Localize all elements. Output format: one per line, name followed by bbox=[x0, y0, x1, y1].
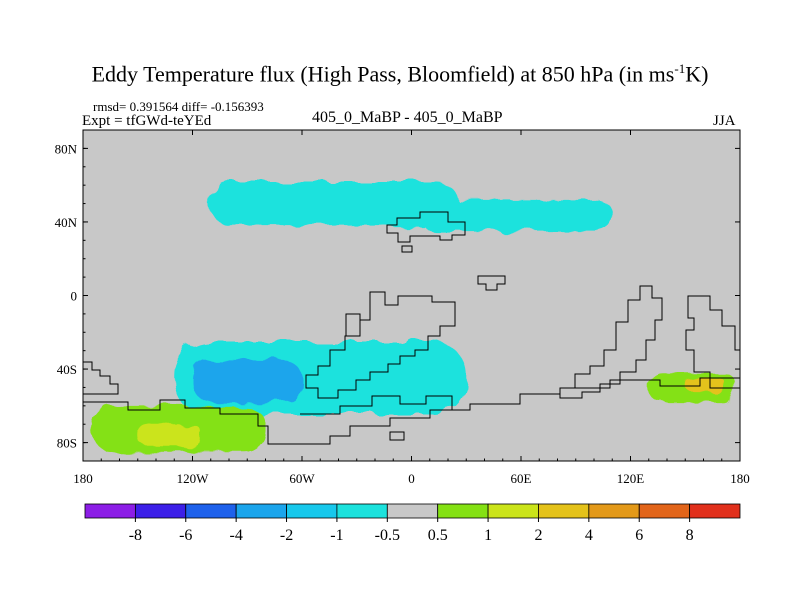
axes: 180 120W 60W 0 60E 120E 180 80N 40N 0 40S 80S bbox=[55, 130, 750, 486]
colorbar: -8 -6 -4 -2 -1 -0.5 0.5 1 2 4 6 8 bbox=[84, 503, 741, 544]
colorbar-swatch bbox=[386, 503, 439, 519]
x-tick-label: 180 bbox=[730, 471, 750, 486]
region-northern-cyan-band bbox=[210, 181, 458, 226]
colorbar-label: -2 bbox=[280, 527, 293, 544]
season-label: JJA bbox=[713, 113, 736, 129]
coastline-peninsula bbox=[83, 361, 119, 395]
title-end: K) bbox=[685, 61, 709, 87]
coastline-island-north bbox=[401, 245, 413, 253]
flux-regions bbox=[92, 181, 737, 452]
x-tick-label: 120E bbox=[617, 471, 645, 486]
colorbar-swatch bbox=[84, 503, 136, 519]
y-tick-label: 40S bbox=[57, 362, 77, 377]
colorbar-label: -1 bbox=[330, 527, 343, 544]
x-tick-label: 0 bbox=[408, 471, 415, 486]
colorbar-swatch bbox=[538, 503, 590, 519]
colorbar-swatch bbox=[134, 503, 187, 519]
region-north-pacific-cyan bbox=[420, 199, 613, 232]
coastline-north bbox=[386, 211, 466, 243]
colorbar-label: 8 bbox=[686, 527, 694, 544]
colorbar-label: 6 bbox=[635, 527, 643, 544]
coastline-antarctica bbox=[83, 377, 740, 445]
colorbar-swatch bbox=[588, 503, 640, 519]
x-tick-label: 60E bbox=[511, 471, 532, 486]
colorbar-swatch bbox=[689, 503, 741, 519]
colorbar-swatch bbox=[437, 503, 489, 519]
colorbar-label: 2 bbox=[534, 527, 542, 544]
x-tick-label: 120W bbox=[177, 471, 210, 486]
y-tick-label: 80N bbox=[55, 141, 78, 156]
colorbar-swatch bbox=[638, 503, 691, 519]
y-tick-label: 0 bbox=[71, 289, 78, 304]
coastline-eastern bbox=[685, 295, 740, 389]
y-tick-label: 40N bbox=[55, 215, 78, 230]
case-label: 405_0_MaBP - 405_0_MaBP bbox=[312, 109, 503, 126]
colorbar-swatch bbox=[235, 503, 287, 519]
coastline-australia bbox=[559, 285, 663, 399]
coastline-antarctica-inner bbox=[300, 395, 453, 415]
colorbar-label: 0.5 bbox=[428, 527, 448, 544]
y-tick-label: 80S bbox=[57, 436, 77, 451]
colorbar-label: -0.5 bbox=[375, 527, 400, 544]
region-south-pacific-yellow bbox=[137, 424, 202, 447]
stats-line: rmsd= 0.391564 diff= -0.156393 bbox=[93, 99, 264, 114]
colorbar-swatch bbox=[286, 503, 338, 519]
colorbar-label: -6 bbox=[179, 527, 192, 544]
colorbar-swatch bbox=[336, 503, 388, 519]
coastline-island-south bbox=[389, 431, 405, 441]
coastline-south-america bbox=[305, 291, 456, 399]
x-tick-label: 60W bbox=[289, 471, 315, 486]
coastlines bbox=[83, 211, 740, 445]
x-tick-label: 180 bbox=[73, 471, 93, 486]
colorbar-swatch bbox=[487, 503, 539, 519]
chart-title: Eddy Temperature flux (High Pass, Bloomf… bbox=[0, 62, 800, 85]
region-southern-ocean-blue bbox=[192, 359, 302, 403]
colorbar-label: 1 bbox=[484, 527, 492, 544]
colorbar-label: 4 bbox=[585, 527, 593, 544]
region-indian-ocean-orange bbox=[685, 378, 726, 392]
title-main: Eddy Temperature flux (High Pass, Bloomf… bbox=[91, 61, 675, 87]
colorbar-label: -4 bbox=[229, 527, 242, 544]
colorbar-swatch bbox=[185, 503, 237, 519]
coastline-island-east bbox=[477, 275, 506, 291]
colorbar-label: -8 bbox=[129, 527, 142, 544]
experiment-label: Expt = tfGWd-teYEd bbox=[82, 113, 212, 129]
title-superscript: -1 bbox=[674, 61, 686, 76]
coastline-west-island bbox=[345, 313, 361, 337]
